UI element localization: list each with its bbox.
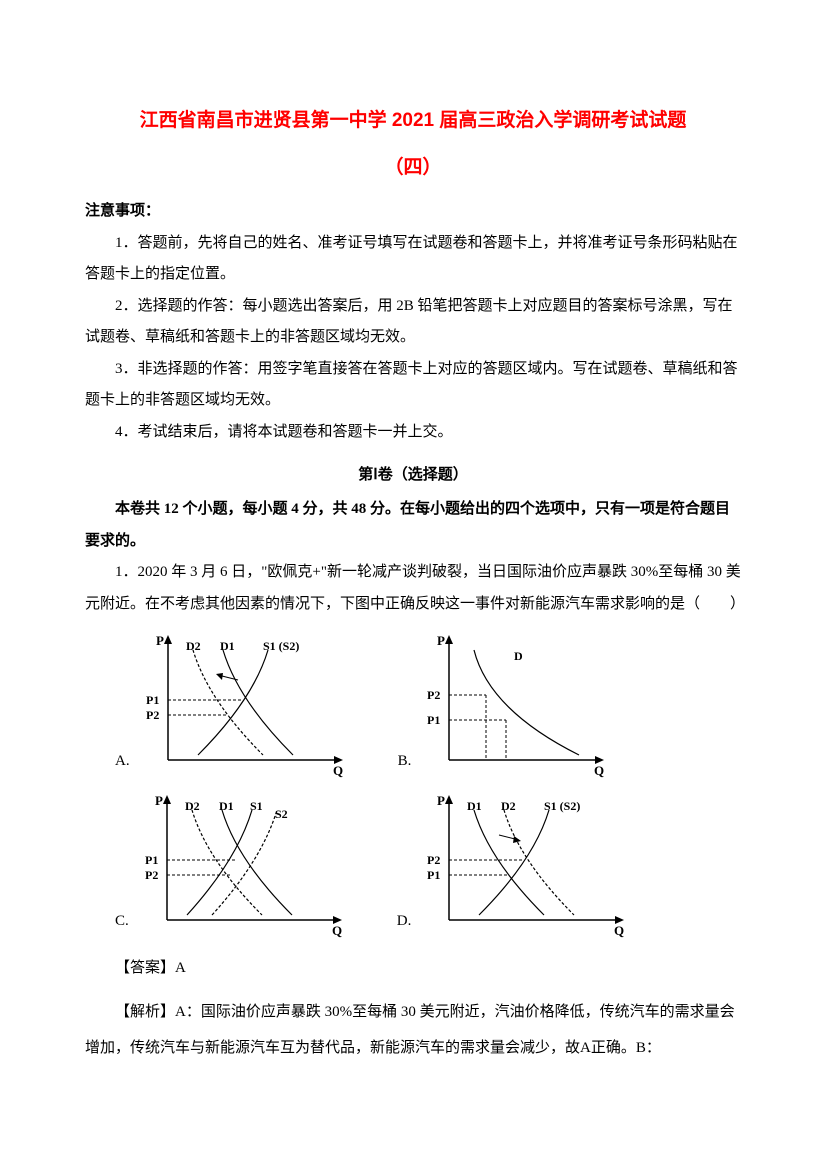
svg-text:Q: Q: [614, 923, 624, 938]
svg-text:Q: Q: [333, 763, 343, 778]
chart-c-svg: P Q D2 D1 S1 S2 P1 P2: [137, 790, 357, 940]
question-1-text: 1．2020 年 3 月 6 日，"欧佩克+"新一轮减产谈判破裂，当日国际油价应…: [85, 557, 741, 620]
chart-row-1: A. P Q D2 D1 S1 (S2) P1 P2: [115, 630, 741, 780]
svg-text:P1: P1: [427, 713, 440, 727]
svg-text:Q: Q: [594, 763, 604, 778]
svg-text:D1: D1: [220, 639, 235, 653]
exam-subtitle: （四）: [85, 152, 741, 179]
notice-2: 2．选择题的作答：每小题选出答案后，用 2B 铅笔把答题卡上对应题目的答案标号涂…: [85, 291, 741, 354]
svg-text:S1: S1: [250, 799, 263, 813]
svg-text:P: P: [437, 793, 445, 808]
charts-container: A. P Q D2 D1 S1 (S2) P1 P2: [115, 630, 741, 940]
chart-label-d: D.: [397, 913, 412, 940]
chart-a-svg: P Q D2 D1 S1 (S2) P1 P2: [138, 630, 358, 780]
svg-text:P1: P1: [146, 693, 159, 707]
svg-text:S1 (S2): S1 (S2): [263, 639, 299, 653]
svg-text:S2: S2: [275, 807, 288, 821]
answer-label: 【答案】A: [85, 950, 741, 986]
chart-option-d: D. P Q D1 D2 S1 (S2) P2 P1: [397, 790, 640, 940]
chart-label-c: C.: [115, 913, 129, 940]
svg-text:P: P: [155, 793, 163, 808]
notice-header: 注意事项：: [85, 199, 741, 220]
svg-text:P: P: [156, 633, 164, 648]
svg-text:P2: P2: [427, 853, 440, 867]
svg-text:P: P: [437, 633, 445, 648]
chart-label-a: A.: [115, 753, 130, 780]
svg-text:D1: D1: [467, 799, 482, 813]
section-instruction: 本卷共 12 个小题，每小题 4 分，共 48 分。在每小题给出的四个选项中，只…: [85, 494, 741, 557]
chart-option-b: B. P Q D P2 P1: [398, 630, 620, 780]
svg-text:P1: P1: [427, 868, 440, 882]
svg-text:P2: P2: [427, 688, 440, 702]
notice-1: 1．答题前，先将自己的姓名、准考证号填写在试题卷和答题卡上，并将准考证号条形码粘…: [85, 228, 741, 291]
svg-text:D1: D1: [219, 799, 234, 813]
chart-d-svg: P Q D1 D2 S1 (S2) P2 P1: [419, 790, 639, 940]
chart-row-2: C. P Q D2 D1 S1 S2 P1 P2: [115, 790, 741, 940]
svg-text:P2: P2: [146, 708, 159, 722]
svg-text:D2: D2: [501, 799, 516, 813]
notice-4: 4．考试结束后，请将本试题卷和答题卡一并上交。: [85, 417, 741, 449]
analysis-text: 【解析】A：国际油价应声暴跌 30%至每桶 30 美元附近，汽油价格降低，传统汽…: [85, 994, 741, 1066]
exam-title: 江西省南昌市进贤县第一中学 2021 届高三政治入学调研考试试题: [85, 100, 741, 142]
chart-label-b: B.: [398, 753, 412, 780]
svg-text:D2: D2: [186, 639, 201, 653]
svg-text:S1 (S2): S1 (S2): [544, 799, 580, 813]
svg-text:D: D: [514, 649, 523, 663]
section-1-title: 第Ⅰ卷（选择题）: [85, 463, 741, 484]
svg-text:D2: D2: [185, 799, 200, 813]
chart-option-c: C. P Q D2 D1 S1 S2 P1 P2: [115, 790, 357, 940]
chart-option-a: A. P Q D2 D1 S1 (S2) P1 P2: [115, 630, 358, 780]
svg-text:Q: Q: [332, 923, 342, 938]
svg-text:P2: P2: [145, 868, 158, 882]
chart-b-svg: P Q D P2 P1: [419, 630, 619, 780]
svg-text:P1: P1: [145, 853, 158, 867]
notice-3: 3．非选择题的作答：用签字笔直接答在答题卡上对应的答题区域内。写在试题卷、草稿纸…: [85, 354, 741, 417]
